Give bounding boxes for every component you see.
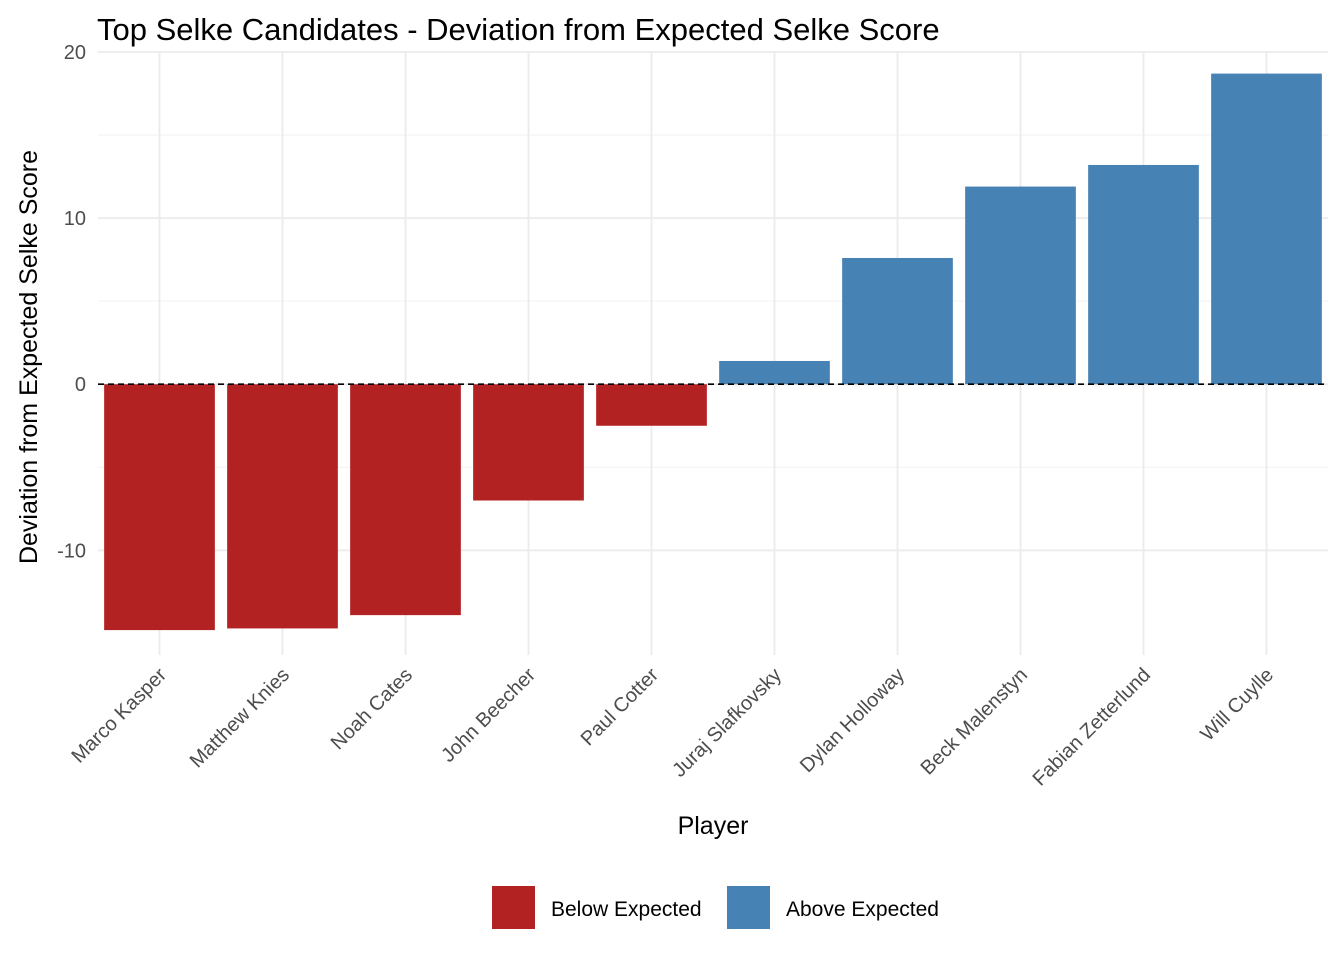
legend: Below Expected Above Expected xyxy=(492,886,939,929)
x-tick-label: John Beecher xyxy=(437,664,540,767)
bar xyxy=(1088,164,1199,385)
bar xyxy=(719,360,830,385)
x-tick-label: Dylan Holloway xyxy=(796,664,909,777)
bar xyxy=(842,257,953,385)
y-axis-ticks: 20 10 0 -10 xyxy=(57,42,86,562)
bars xyxy=(104,73,1322,631)
x-tick-label: Marco Kasper xyxy=(67,664,171,768)
bar xyxy=(104,384,215,631)
x-tick-label: Beck Malenstyn xyxy=(917,664,1032,779)
x-tick-label: Paul Cotter xyxy=(577,664,664,751)
y-axis-title: Deviation from Expected Selke Score xyxy=(15,150,43,564)
y-tick-label: 20 xyxy=(64,42,86,64)
legend-key xyxy=(492,886,535,929)
legend-label: Above Expected xyxy=(786,898,939,921)
bar xyxy=(350,384,461,616)
x-tick-label: Will Cuylle xyxy=(1196,664,1278,746)
y-tick-label: 10 xyxy=(64,208,86,230)
bar xyxy=(596,384,707,426)
bar xyxy=(1211,73,1322,385)
x-tick-label: Fabian Zetterlund xyxy=(1029,664,1155,790)
bar xyxy=(965,186,1076,385)
x-axis-ticks: Marco Kasper Matthew Knies Noah Cates John … xyxy=(67,664,1278,791)
chart-title: Top Selke Candidates - Deviation from Ex… xyxy=(97,12,940,47)
y-tick-label: 0 xyxy=(75,374,86,396)
legend-key xyxy=(727,886,770,929)
y-tick-label: -10 xyxy=(57,540,86,562)
x-tick-label: Noah Cates xyxy=(327,664,417,754)
x-tick-label: Juraj Slafkovsky xyxy=(668,664,786,782)
x-axis-title: Player xyxy=(678,812,749,840)
bar xyxy=(227,384,338,629)
bar xyxy=(473,384,584,501)
legend-label: Below Expected xyxy=(551,898,702,921)
x-tick-label: Matthew Knies xyxy=(186,664,294,772)
